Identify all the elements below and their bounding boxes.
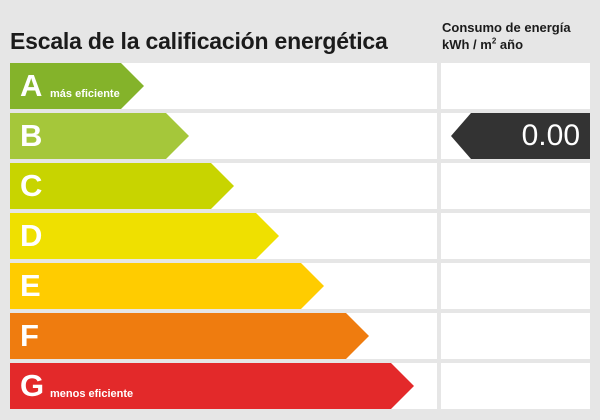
consumption-cell-e [441, 263, 590, 309]
current-rating-value: 0.00 [521, 119, 580, 152]
consumption-cell-f [441, 313, 590, 359]
rating-row-d: D [10, 213, 437, 259]
rating-letter: F [20, 318, 39, 353]
current-rating-marker: 0.00 [451, 113, 590, 159]
consumption-cell-c [441, 163, 590, 209]
rating-bar-e: E [10, 263, 324, 309]
rating-letter: D [20, 218, 43, 253]
consumption-cell-g [441, 363, 590, 409]
rating-note: más eficiente [50, 88, 120, 100]
rating-note: menos eficiente [50, 388, 134, 400]
rating-bar-f: F [10, 313, 369, 359]
rating-letter: B [20, 118, 43, 153]
consumption-header: Consumo de energía kWh / m2 año [442, 19, 571, 53]
rating-bar-c: C [10, 163, 234, 209]
consumption-cell-a [441, 63, 590, 109]
consumption-label: Consumo de energía [442, 20, 571, 35]
rating-bar-b: B [10, 113, 189, 159]
consumption-cell-d [441, 213, 590, 259]
consumption-unit: kWh / m2 año [442, 36, 524, 52]
rating-row-f: F [10, 313, 437, 359]
rating-letter: E [20, 268, 41, 303]
rating-row-e: E [10, 263, 437, 309]
rating-letter: A [20, 68, 43, 103]
rating-row-b: B [10, 113, 437, 159]
chart-title: Escala de la calificación energética [10, 28, 388, 54]
rating-bar-d: D [10, 213, 279, 259]
rating-row-c: C [10, 163, 437, 209]
rating-letter: C [20, 168, 43, 203]
rating-letter: G [20, 368, 45, 403]
